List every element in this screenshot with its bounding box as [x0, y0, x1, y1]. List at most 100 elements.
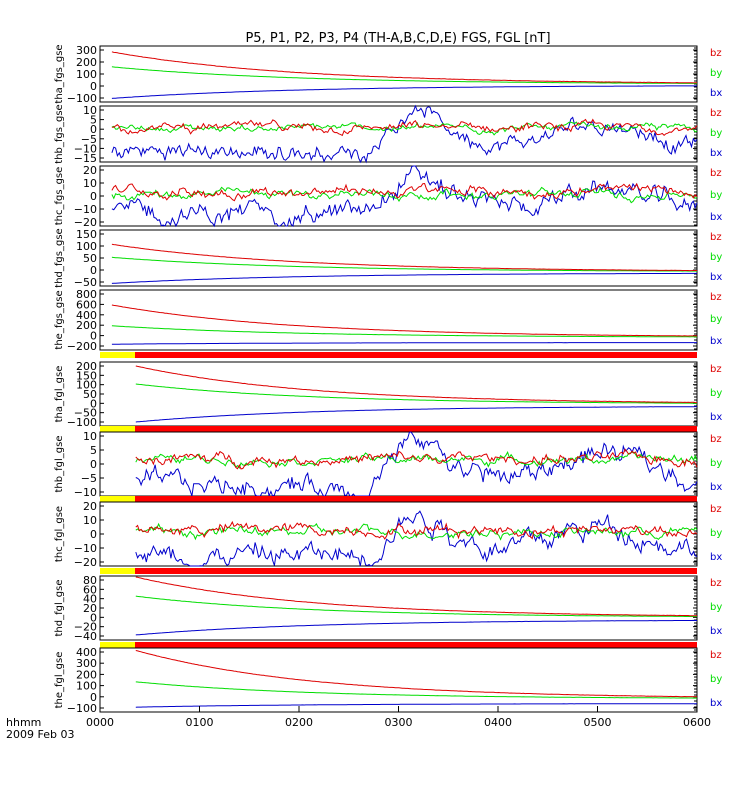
- status-bar-red: [135, 642, 697, 648]
- series-bx: [111, 342, 697, 345]
- y-tick-label: 400: [76, 309, 97, 322]
- panel-frame: [99, 647, 698, 713]
- series-by: [111, 256, 697, 272]
- series-by: [135, 383, 697, 404]
- x-tick-label: 0300: [385, 716, 413, 729]
- y-tick-label: 0: [90, 458, 97, 471]
- y-tick-label: 50: [83, 252, 97, 265]
- y-tick-label: −5: [81, 133, 97, 146]
- y-tick-label: −40: [74, 630, 97, 643]
- legend-by: by: [710, 128, 722, 139]
- y-tick-label: −10: [74, 203, 97, 216]
- series-by: [111, 66, 697, 84]
- y-axis-label: thd_fgs_gse: [54, 228, 65, 287]
- series-bz: [135, 448, 698, 470]
- legend-bx: bx: [710, 212, 722, 223]
- series-bx: [135, 510, 698, 567]
- y-tick-label: 0: [90, 80, 97, 93]
- panel-frame: [99, 105, 698, 163]
- legend-bx: bx: [710, 698, 722, 709]
- series-bz: [111, 304, 698, 337]
- series-bx: [111, 165, 698, 228]
- y-tick-label: 20: [83, 500, 97, 513]
- legend-bx: bx: [710, 88, 722, 99]
- y-tick-label: −10: [74, 486, 97, 499]
- legend-bz: bz: [710, 650, 722, 661]
- status-bar-red: [135, 496, 697, 502]
- y-tick-label: 60: [83, 583, 97, 596]
- series-by: [135, 681, 698, 699]
- series-by: [135, 450, 698, 470]
- series-bx: [111, 85, 698, 99]
- y-tick-label: 0: [90, 691, 97, 704]
- legend-bz: bz: [710, 364, 722, 375]
- y-axis-label: thb_fgl_gse: [54, 436, 65, 493]
- y-axis-label: thb_fgs_gse: [54, 104, 65, 163]
- legend-by: by: [710, 190, 722, 201]
- y-tick-label: 100: [76, 68, 97, 81]
- legend-bx: bx: [710, 626, 722, 637]
- series-bx: [135, 431, 698, 498]
- status-bar-yellow: [100, 352, 135, 358]
- y-axis-label: tha_fgs_gse: [54, 44, 65, 103]
- y-tick-label: 5: [90, 444, 97, 457]
- y-tick-label: 200: [76, 56, 97, 69]
- y-tick-label: 600: [76, 298, 97, 311]
- legend-bx: bx: [710, 148, 722, 159]
- panel-frame: [99, 361, 698, 427]
- y-tick-label: 100: [76, 379, 97, 392]
- y-tick-label: 200: [76, 360, 97, 373]
- series-by: [111, 186, 698, 204]
- series-bz: [135, 576, 698, 617]
- status-bar-yellow: [100, 568, 135, 574]
- y-tick-label: 0: [90, 190, 97, 203]
- y-tick-label: 300: [76, 44, 97, 57]
- footer-hhmm: hhmm: [6, 716, 41, 729]
- legend-by: by: [710, 68, 722, 79]
- x-tick-label: 0400: [484, 716, 512, 729]
- time-axis: 0000 0100 0200 0300 0400 0500 0600: [86, 706, 711, 729]
- legend-by: by: [710, 674, 722, 685]
- y-tick-label: 10: [83, 104, 97, 117]
- series-by: [135, 595, 698, 618]
- legend-by: by: [710, 252, 722, 263]
- status-bar-red: [135, 352, 697, 358]
- y-tick-label: −100: [67, 92, 97, 105]
- legend-bz: bz: [710, 168, 722, 179]
- y-tick-label: 800: [76, 288, 97, 301]
- legend-bz: bz: [710, 292, 722, 303]
- y-tick-label: 300: [76, 657, 97, 670]
- y-axis-label: the_fgs_gse: [54, 290, 65, 349]
- y-tick-label: 20: [83, 164, 97, 177]
- y-tick-label: −15: [74, 152, 97, 165]
- y-tick-label: −10: [74, 142, 97, 155]
- legend-bz: bz: [710, 232, 722, 243]
- y-axis-label: tha_fgl_gse: [54, 366, 65, 423]
- y-tick-label: −200: [67, 340, 97, 353]
- legend-by: by: [710, 602, 722, 613]
- y-tick-label: 150: [76, 369, 97, 382]
- y-tick-label: 10: [83, 430, 97, 443]
- y-axis-label: thd_fgl_gse: [54, 580, 65, 637]
- y-tick-label: −50: [74, 407, 97, 420]
- y-tick-label: −100: [67, 416, 97, 429]
- series-bz: [135, 650, 698, 698]
- panel-frame: [99, 289, 698, 351]
- series-by: [111, 325, 697, 338]
- series-bz: [135, 365, 698, 404]
- x-tick-label: 0100: [186, 716, 214, 729]
- y-axis-label: thc_fgs_gse: [54, 167, 65, 226]
- y-tick-label: 150: [76, 228, 97, 241]
- series-bx: [111, 272, 697, 284]
- legend-bx: bx: [710, 552, 722, 563]
- panel-frame: [99, 431, 698, 497]
- legend-bx: bx: [710, 482, 722, 493]
- y-tick-label: 400: [76, 646, 97, 659]
- series-bx: [135, 703, 697, 708]
- legend-bz: bz: [710, 578, 722, 589]
